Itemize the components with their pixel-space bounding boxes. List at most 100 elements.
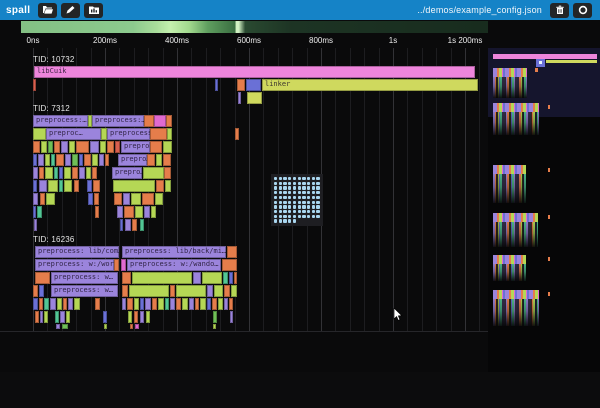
flame-bar[interactable] — [234, 272, 237, 284]
flame-bar[interactable] — [224, 298, 228, 310]
flame-bar[interactable] — [227, 246, 237, 258]
flame-bar[interactable] — [38, 154, 44, 166]
flame-bar[interactable] — [54, 167, 58, 179]
flame-bar[interactable] — [124, 206, 134, 218]
flame-bar[interactable]: preproc… — [46, 128, 101, 140]
folder-chart-button[interactable] — [84, 2, 104, 18]
timeline-ruler[interactable]: 0ns 200ms 400ms 600ms 800ms 1s 1s 200ms — [0, 20, 600, 48]
trash-button[interactable] — [550, 2, 569, 18]
flame-bar[interactable] — [50, 298, 56, 310]
flame-bar[interactable] — [59, 180, 63, 192]
flame-bar[interactable] — [176, 298, 181, 310]
activity-overview-strip[interactable] — [21, 21, 488, 33]
flame-bar[interactable] — [202, 272, 222, 284]
flame-bar[interactable] — [57, 298, 62, 310]
flame-bar[interactable] — [33, 285, 38, 297]
flame-bar[interactable] — [122, 298, 126, 310]
flame-bar[interactable] — [41, 141, 47, 153]
flame-bar[interactable] — [55, 311, 59, 323]
open-folder-button[interactable] — [38, 2, 58, 18]
flame-bar[interactable] — [33, 206, 36, 218]
flame-bar[interactable] — [132, 219, 137, 231]
flame-bar[interactable]: preprocess:… — [33, 115, 88, 127]
flame-bar[interactable] — [142, 193, 154, 205]
flame-bar[interactable]: preprocess: lib/back/mi… — [122, 246, 226, 258]
flame-bar[interactable] — [121, 259, 126, 271]
flame-bar[interactable] — [74, 180, 79, 192]
flame-bar[interactable] — [246, 79, 261, 91]
flame-bar[interactable] — [237, 79, 245, 91]
flame-bar[interactable] — [46, 193, 55, 205]
flame-bar[interactable] — [65, 154, 71, 166]
flame-bar[interactable] — [150, 141, 162, 153]
flame-bar[interactable] — [56, 154, 64, 166]
flame-bar[interactable] — [132, 272, 192, 284]
flame-bar[interactable]: prepro… — [112, 167, 142, 179]
flame-bar[interactable] — [103, 311, 107, 323]
flame-bar[interactable] — [229, 272, 233, 284]
flame-bar[interactable]: preproc… — [121, 141, 150, 153]
flame-bar[interactable] — [200, 298, 206, 310]
flame-bar[interactable] — [207, 298, 211, 310]
flame-bar[interactable] — [247, 92, 262, 104]
flame-bar[interactable] — [35, 311, 39, 323]
flame-bar[interactable] — [117, 206, 123, 218]
flame-bar[interactable] — [214, 285, 223, 297]
flame-bar[interactable]: preprocess: w:/work… — [35, 259, 114, 271]
flame-bar[interactable] — [39, 180, 47, 192]
flame-bar[interactable] — [218, 298, 223, 310]
flame-bar[interactable]: libCuik — [34, 66, 475, 78]
flame-bar[interactable] — [51, 154, 55, 166]
flame-bar[interactable] — [33, 154, 37, 166]
flame-bar[interactable] — [39, 298, 43, 310]
flame-bar[interactable] — [59, 167, 63, 179]
flame-bar[interactable] — [238, 92, 241, 104]
flame-bar[interactable] — [125, 219, 131, 231]
flame-bar[interactable] — [229, 298, 233, 310]
flame-bar[interactable] — [93, 180, 100, 192]
flame-bar[interactable] — [156, 154, 162, 166]
flame-bar[interactable] — [195, 298, 199, 310]
flame-bar[interactable] — [215, 79, 218, 91]
flame-bar[interactable] — [33, 298, 38, 310]
flame-bar[interactable] — [113, 180, 155, 192]
flame-bar[interactable] — [61, 141, 68, 153]
flame-bar[interactable] — [212, 298, 217, 310]
flame-bar[interactable] — [193, 272, 201, 284]
flame-bar[interactable] — [176, 285, 206, 297]
flame-bar[interactable] — [144, 115, 154, 127]
flame-bar[interactable] — [140, 298, 144, 310]
flame-bar[interactable] — [40, 311, 43, 323]
flame-bar[interactable] — [94, 193, 99, 205]
flame-bar[interactable] — [105, 154, 109, 166]
flame-bar[interactable] — [115, 141, 120, 153]
flame-bar[interactable] — [44, 311, 48, 323]
flame-bar[interactable] — [213, 324, 216, 329]
flame-bar[interactable] — [144, 206, 150, 218]
flame-bar[interactable]: preprocess:]… — [107, 128, 150, 140]
flame-bar[interactable] — [130, 324, 133, 329]
flame-bar[interactable] — [48, 180, 58, 192]
flame-bar[interactable] — [33, 180, 37, 192]
flame-bar[interactable] — [62, 324, 68, 329]
flame-pane[interactable]: TID: 10732 TID: 7312 TID: 16236 libCuik link… — [0, 48, 488, 372]
flame-bar[interactable] — [155, 193, 163, 205]
flame-bar[interactable] — [35, 272, 50, 284]
flame-bar[interactable] — [64, 167, 71, 179]
flame-bar[interactable] — [66, 311, 70, 323]
flame-bar[interactable] — [222, 259, 237, 271]
flame-bar[interactable] — [88, 115, 92, 127]
flame-bar[interactable] — [74, 298, 80, 310]
flame-bar[interactable] — [163, 141, 172, 153]
flame-bar[interactable] — [87, 180, 92, 192]
flame-bar[interactable] — [84, 154, 91, 166]
flame-bar[interactable] — [154, 115, 166, 127]
flame-bar[interactable] — [166, 115, 172, 127]
flame-bar[interactable]: preprocess: w:/wando… — [127, 259, 221, 271]
flame-bar[interactable] — [72, 167, 78, 179]
flame-bar[interactable] — [33, 128, 46, 140]
flame-bar[interactable] — [170, 285, 175, 297]
flame-bar[interactable] — [182, 298, 188, 310]
flame-bar[interactable] — [165, 180, 171, 192]
flame-bar[interactable] — [45, 167, 53, 179]
